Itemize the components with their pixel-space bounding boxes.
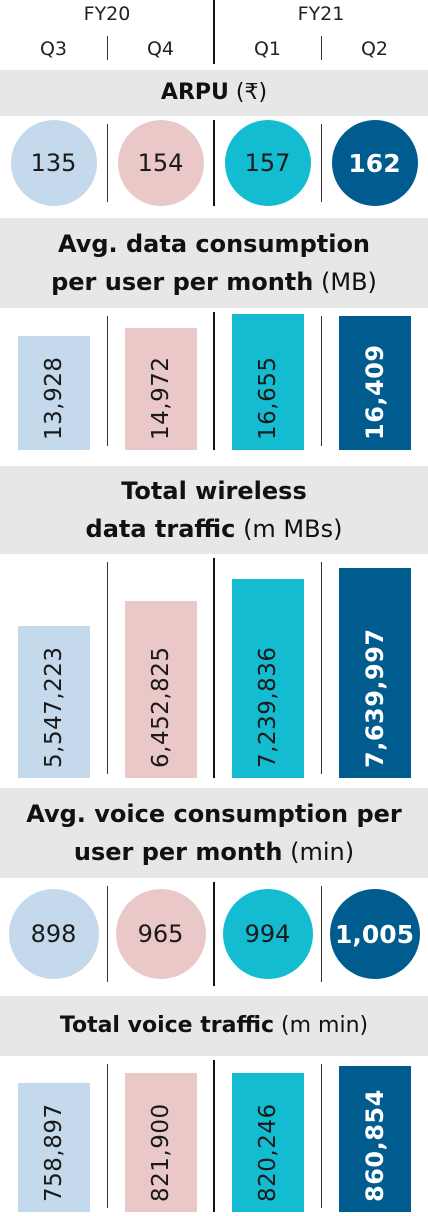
section-unit: (m min) [281, 1013, 369, 1038]
section-unit: (₹) [235, 80, 268, 105]
bar-value-label: 860,854 [360, 1089, 389, 1202]
quarter-q4-label: Q4 [146, 38, 175, 60]
section-title: ARPU [160, 80, 229, 105]
value-label: 994 [244, 920, 291, 948]
quarter-divider [321, 1064, 322, 1208]
bar-value-label: 6,452,825 [147, 646, 174, 768]
bar-value-label: 7,239,836 [254, 646, 281, 768]
quarter-divider [321, 124, 322, 202]
fy21-label: FY21 [297, 3, 345, 25]
value-circle-q2: 1,005 [329, 889, 420, 979]
fiscal-year-divider [213, 1060, 215, 1212]
value-label: 965 [137, 920, 184, 948]
section-unit: (MB) [321, 268, 377, 296]
section-title-line: Avg. data consumption [57, 230, 371, 258]
value-label: 898 [30, 920, 77, 948]
bar-q3 [17, 1083, 90, 1212]
bar-value-label: 14,972 [147, 356, 174, 440]
quarter-divider [321, 562, 322, 774]
quarter-divider [321, 36, 322, 60]
bar-value-label: 7,639,997 [360, 628, 389, 768]
quarter-divider [107, 316, 108, 446]
bar-value-label: 758,897 [40, 1103, 67, 1202]
section-title-line: user per month [73, 838, 283, 866]
value-label: 157 [244, 149, 291, 177]
section-unit: (m MBs) [243, 515, 343, 543]
fiscal-year-divider [213, 882, 215, 986]
bar-q1 [231, 579, 304, 778]
quarter-q1-label: Q1 [253, 38, 282, 60]
fiscal-year-divider [213, 312, 215, 450]
value-label: 162 [348, 148, 401, 178]
bar-q4 [124, 601, 197, 778]
bar-value-label: 820,246 [254, 1103, 281, 1202]
quarter-divider [107, 36, 108, 60]
bar-q1 [231, 314, 304, 450]
bar-value-label: 16,409 [360, 344, 389, 440]
quarter-q2-label: Q2 [360, 38, 389, 60]
section-header-data-per-user: Avg. data consumption per user per month… [0, 218, 428, 308]
section-header-voice-traffic: Total voice traffic (m min) [0, 996, 428, 1056]
section-title: Total voice traffic [59, 1013, 275, 1038]
value-label: 154 [137, 149, 184, 177]
value-circle-q1: 157 [224, 120, 311, 206]
fy20-label: FY20 [83, 3, 131, 25]
bar-q4 [124, 328, 197, 450]
fiscal-year-divider [213, 0, 215, 64]
value-circle-q4: 154 [117, 120, 204, 206]
value-label: 135 [30, 149, 77, 177]
bar-q1 [231, 1073, 304, 1212]
bar-q4 [124, 1073, 197, 1212]
quarter-divider [107, 124, 108, 202]
section-header-wireless-data: Total wireless data traffic (m MBs) [0, 466, 428, 554]
section-title-line: data traffic [85, 515, 236, 543]
quarter-divider [321, 316, 322, 446]
quarter-divider [107, 886, 108, 982]
fiscal-year-divider [213, 558, 215, 778]
fiscal-year-divider [213, 120, 215, 206]
section-title-line: Total wireless [121, 477, 307, 505]
value-circle-q1: 994 [222, 889, 313, 979]
bar-q3 [17, 336, 90, 450]
value-circle-q4: 965 [115, 889, 206, 979]
section-title-line: Avg. voice consumption per [26, 800, 402, 828]
bar-q2 [338, 1066, 411, 1212]
quarter-q3-label: Q3 [39, 38, 68, 60]
section-unit: (min) [290, 838, 355, 866]
quarter-divider [321, 886, 322, 982]
bar-value-label: 16,655 [254, 356, 281, 440]
value-circle-q2: 162 [331, 120, 418, 206]
value-circle-q3: 135 [10, 120, 97, 206]
bar-value-label: 821,900 [147, 1103, 174, 1202]
section-header-voice-per-user: Avg. voice consumption per user per mont… [0, 788, 428, 878]
bar-q2 [338, 568, 411, 778]
section-header-arpu: ARPU (₹) [0, 70, 428, 116]
value-label: 1,005 [334, 919, 415, 949]
value-circle-q3: 898 [8, 889, 99, 979]
bar-value-label: 13,928 [40, 356, 67, 440]
bar-q2 [338, 316, 411, 450]
bar-q3 [17, 626, 90, 778]
section-title-line: per user per month [51, 268, 314, 296]
bar-value-label: 5,547,223 [40, 646, 67, 768]
quarter-divider [107, 1064, 108, 1208]
quarter-divider [107, 562, 108, 774]
